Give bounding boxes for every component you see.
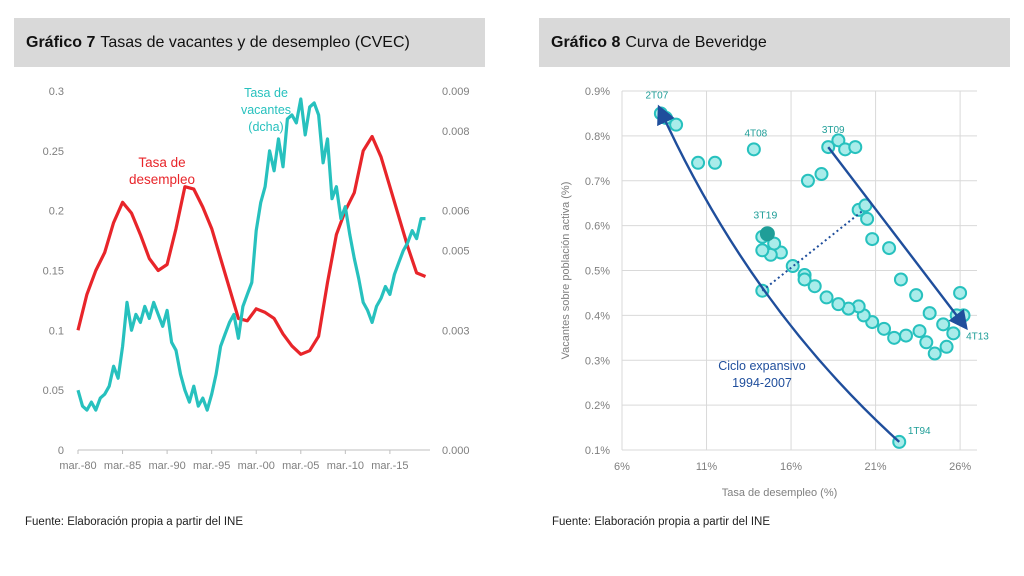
chart7-y-right-tick-label: 0.009 — [442, 86, 470, 98]
chart8-y-tick-label: 0.9% — [585, 86, 610, 98]
beveridge-point — [912, 324, 927, 339]
chart8-title: Curva de Beveridge — [625, 33, 767, 51]
chart7-title: Tasas de vacantes y de desempleo (CVEC) — [100, 33, 410, 51]
beveridge-point — [865, 232, 880, 247]
chart8-y-tick-label: 0.7% — [585, 176, 610, 188]
chart7-y-right-tick-label: 0.000 — [442, 445, 470, 457]
beveridge-point — [755, 243, 770, 258]
chart7-y-right-tick-label: 0.006 — [442, 206, 470, 218]
chart7-plot: 0 0.05 0.1 0.15 0.2 0.25 0.3 0.000 0.003 0.005 0.0… — [43, 86, 470, 472]
beveridge-point — [814, 167, 829, 182]
beveridge-point — [669, 117, 684, 132]
chart7-x-tick-label: mar.-95 — [193, 460, 230, 472]
point-label: 4T13 — [966, 331, 989, 342]
beveridge-point — [877, 321, 892, 336]
beveridge-point — [919, 335, 934, 350]
chart7-source: Fuente: Elaboración propia a partir del … — [25, 516, 243, 528]
chart8-source: Fuente: Elaboración propia a partir del … — [552, 516, 770, 528]
beveridge-point — [946, 326, 961, 341]
chart7-x-tick-label: mar.-10 — [327, 460, 364, 472]
dotted-trend-line — [761, 209, 865, 292]
chart8-y-tick-label: 0.8% — [585, 131, 610, 143]
chart7-y-left-tick-label: 0.15 — [43, 266, 64, 278]
chart7-x-tick-label: mar.-85 — [104, 460, 141, 472]
chart8-y-tick-label: 0.4% — [585, 310, 610, 322]
chart7-y-left-tick-label: 0 — [58, 445, 64, 457]
chart7-x-tick-label: mar.-05 — [282, 460, 319, 472]
beveridge-point — [831, 297, 846, 312]
chart8-label: Gráfico 8 — [551, 33, 621, 51]
beveridge-point — [887, 330, 902, 345]
beveridge-point — [800, 173, 815, 188]
chart8-y-tick-label: 0.6% — [585, 221, 610, 233]
highlight-point-3t19 — [759, 226, 775, 242]
beveridge-point — [767, 236, 782, 251]
chart8-y-tick-label: 0.5% — [585, 266, 610, 278]
unemployment-rate-line — [76, 134, 427, 356]
chart7-x-tick-label: mar.-00 — [238, 460, 275, 472]
beveridge-point — [807, 279, 822, 294]
chart7-y-left-tick-label: 0.1 — [49, 325, 64, 337]
point-label: 3T09 — [822, 125, 845, 136]
chart7-label: Gráfico 7 — [26, 33, 96, 51]
vacancy-series-label: Tasa de vacantes (dcha) — [241, 86, 291, 134]
chart8-y-tick-label: 0.1% — [585, 445, 610, 457]
beveridge-point — [860, 211, 875, 226]
chart7-y-right-tick-label: 0.005 — [442, 246, 470, 258]
expansion-arrow — [657, 104, 901, 443]
beveridge-point — [691, 155, 706, 170]
beveridge-point — [939, 339, 954, 354]
beveridge-point — [831, 133, 846, 148]
beveridge-point — [848, 140, 863, 155]
chart7-y-right-tick-label: 0.003 — [442, 325, 470, 337]
chart7-y-left-tick-label: 0.05 — [43, 385, 64, 397]
beveridge-point — [893, 272, 908, 287]
recession-arrow — [827, 146, 968, 331]
beveridge-point — [899, 328, 913, 343]
beveridge-point — [797, 272, 812, 287]
point-label: 1T94 — [908, 426, 931, 437]
beveridge-point — [909, 288, 924, 303]
chart8-x-tick-label: 11% — [696, 461, 717, 473]
chart8-x-axis-title: Tasa de desempleo (%) — [722, 487, 838, 499]
point-label: 2T07 — [645, 90, 668, 101]
chart7-x-tick-label: mar.-15 — [371, 460, 408, 472]
chart8-x-tick-label: 16% — [780, 461, 802, 473]
unemployment-series-label: Tasa de desempleo — [129, 155, 195, 187]
point-label: 4T08 — [744, 128, 767, 139]
beveridge-point — [922, 306, 937, 321]
chart8-y-tick-label: 0.3% — [585, 355, 610, 367]
beveridge-point — [953, 285, 968, 300]
vacancy-rate-line — [76, 97, 426, 412]
chart7-x-tick-label: mar.-80 — [59, 460, 96, 472]
chart7-y-left-tick-label: 0.3 — [49, 86, 64, 98]
chart7-y-left-tick-label: 0.2 — [49, 206, 64, 218]
chart7-header: Gráfico 7 Tasas de vacantes y de desempl… — [14, 18, 485, 67]
chart8-header: Gráfico 8 Curva de Beveridge — [539, 18, 1010, 67]
highlight-label-3t19: 3T19 — [753, 210, 777, 222]
chart8-y-tick-label: 0.2% — [585, 400, 610, 412]
beveridge-point — [882, 241, 897, 256]
beveridge-point — [927, 346, 942, 361]
chart8-x-tick-label: 6% — [614, 461, 630, 473]
beveridge-point — [936, 317, 951, 332]
beveridge-point — [746, 142, 761, 157]
chart7-y-left-tick-label: 0.25 — [43, 146, 64, 158]
beveridge-point — [707, 155, 722, 170]
chart7-x-tick-label: mar.-90 — [148, 460, 185, 472]
chart8-x-tick-label: 26% — [949, 461, 971, 473]
beveridge-point — [785, 259, 800, 274]
beveridge-point — [819, 290, 834, 305]
expansion-cycle-annotation: Ciclo expansivo 1994-2007 — [718, 359, 806, 390]
chart8-y-axis-title: Vacantes sobre población activa (%) — [560, 182, 572, 360]
chart8-x-tick-label: 21% — [865, 461, 887, 473]
chart7-y-right-tick-label: 0.008 — [442, 126, 470, 138]
